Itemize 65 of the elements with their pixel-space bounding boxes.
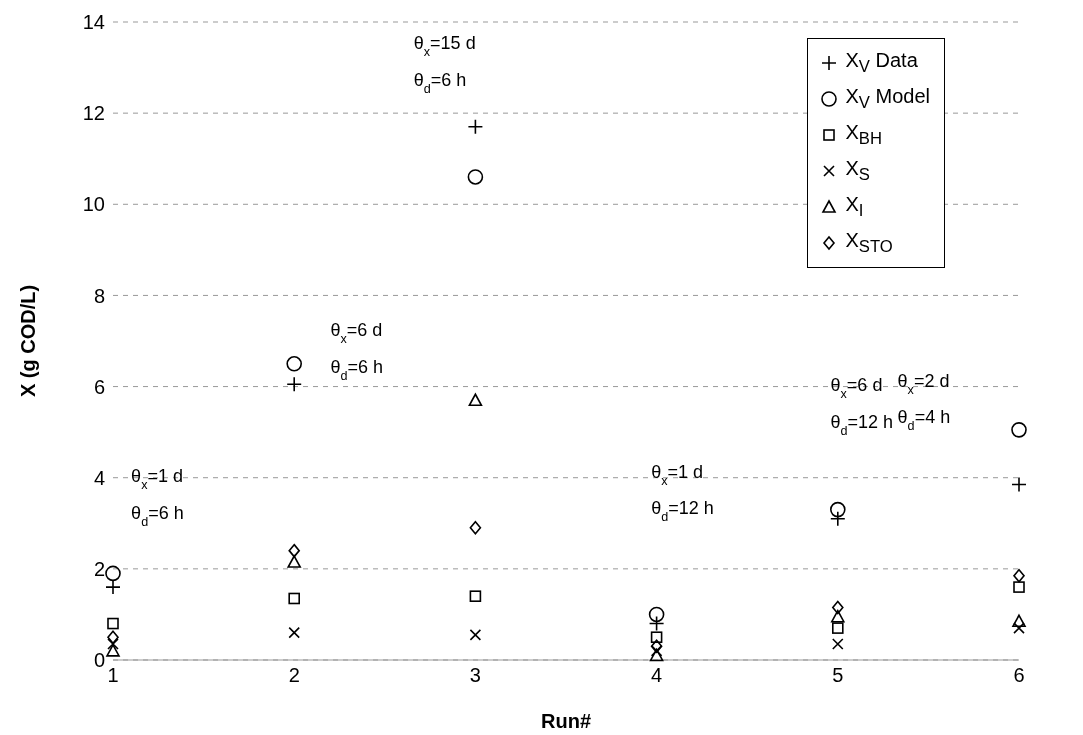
annotation: θ$_{x}$=1 d <box>131 466 183 493</box>
point <box>832 622 844 634</box>
y-axis-title: X (g COD/L) <box>17 284 40 398</box>
annotation: θ$_{d}$=12 h <box>651 498 714 525</box>
x-tick-label: 2 <box>288 664 300 687</box>
point <box>288 592 300 605</box>
annotation: θ$_{x}$=6 d <box>330 320 383 347</box>
x-tick-label: 4 <box>651 664 663 687</box>
legend-label: X$_{I}$ <box>845 193 864 221</box>
point <box>1013 581 1025 593</box>
point <box>467 169 484 185</box>
legend-label: X$_{BH}$ <box>845 121 882 149</box>
point <box>832 638 844 650</box>
y-tick-label: 2 <box>93 557 105 580</box>
legend-label: X$_{S}$ <box>845 157 870 185</box>
point <box>648 606 665 623</box>
x-tick-label: 1 <box>107 664 119 687</box>
x-tick-label: 3 <box>469 664 481 687</box>
y-tick-label: 0 <box>93 649 105 672</box>
annotation: θ$_{x}$=1 d <box>651 461 704 488</box>
point <box>106 644 120 657</box>
annotation: θ$_{d}$=6 h <box>131 502 184 529</box>
point <box>286 355 302 372</box>
point <box>467 119 484 135</box>
annotation: θ$_{d}$=6 h <box>330 356 384 383</box>
point <box>831 609 845 623</box>
point <box>1011 422 1027 438</box>
point <box>650 631 663 644</box>
point <box>1013 568 1025 583</box>
point <box>832 600 844 615</box>
annotation: θ$_{x}$=6 d <box>830 375 883 402</box>
point <box>830 501 846 518</box>
point <box>469 521 482 535</box>
annotation: θ$_{x}$=15 d <box>413 33 476 60</box>
point <box>105 565 121 582</box>
point <box>648 615 665 632</box>
legend-label: X$_{V}$ Data <box>845 49 918 77</box>
point <box>107 617 119 630</box>
point <box>649 648 664 662</box>
point <box>650 639 663 654</box>
y-tick-label: 14 <box>82 11 105 34</box>
y-tick-label: 10 <box>82 193 105 216</box>
annotation: θ$_{d}$=4 h <box>897 407 951 434</box>
point <box>288 626 300 639</box>
point <box>1011 476 1027 493</box>
legend-label: X$_{STO}$ <box>845 229 893 257</box>
point <box>469 629 482 641</box>
point <box>468 393 483 407</box>
annotation: θ$_{d}$=12 h <box>830 411 894 438</box>
x-tick-label: 6 <box>1013 664 1025 687</box>
y-tick-label: 4 <box>93 466 105 489</box>
annotation: θ$_{d}$=6 h <box>413 69 467 96</box>
x-axis-title: Run# <box>541 710 591 732</box>
point <box>1013 622 1025 634</box>
y-tick-label: 12 <box>82 102 105 125</box>
y-tick-label: 6 <box>93 375 105 398</box>
legend-label: X$_{V}$ Model <box>845 85 930 113</box>
point <box>469 590 482 602</box>
annotation: θ$_{x}$=2 d <box>897 370 950 397</box>
x-tick-label: 5 <box>832 664 844 687</box>
point <box>1012 614 1026 628</box>
point <box>287 555 301 568</box>
y-tick-label: 8 <box>93 284 105 307</box>
point <box>107 630 119 645</box>
point <box>288 543 300 558</box>
